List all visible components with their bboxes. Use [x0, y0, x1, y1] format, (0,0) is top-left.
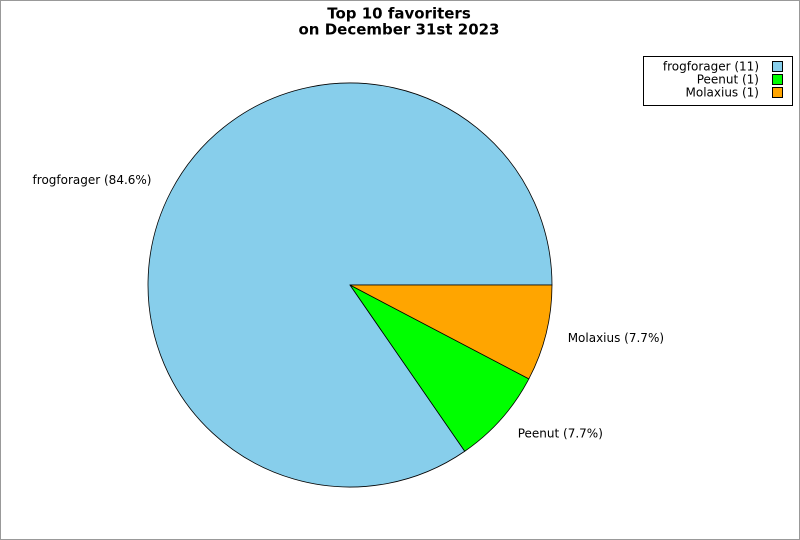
legend-swatch — [772, 61, 783, 72]
slice-label: frogforager (84.6%) — [33, 173, 152, 187]
legend-label: Molaxius (1) — [686, 86, 760, 100]
chart-title: Top 10 favoriters — [327, 5, 471, 23]
slice-label: Peenut (7.7%) — [518, 426, 603, 440]
pie-slice — [349, 284, 530, 452]
chart-subtitle: on December 31st 2023 — [299, 21, 500, 39]
legend-box — [643, 56, 793, 106]
pie-slice — [349, 284, 553, 380]
slice-label: Molaxius (7.7%) — [568, 331, 664, 345]
legend-label: Peenut (1) — [697, 73, 759, 87]
legend-swatch — [772, 87, 783, 98]
legend-swatch — [772, 74, 783, 85]
legend-label: frogforager (11) — [663, 60, 759, 74]
